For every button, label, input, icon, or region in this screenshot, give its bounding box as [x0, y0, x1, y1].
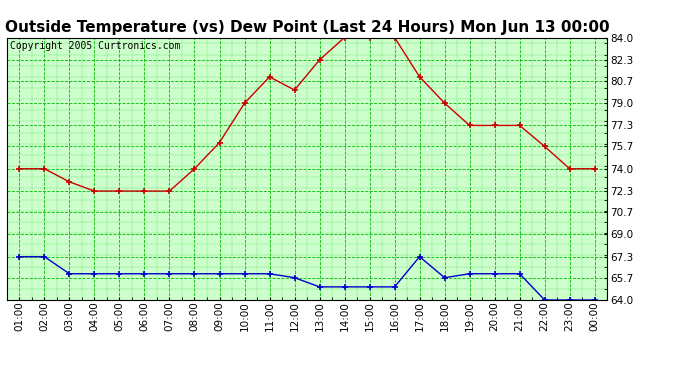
Title: Outside Temperature (vs) Dew Point (Last 24 Hours) Mon Jun 13 00:00: Outside Temperature (vs) Dew Point (Last… — [5, 20, 609, 35]
Text: Copyright 2005 Curtronics.com: Copyright 2005 Curtronics.com — [10, 42, 180, 51]
